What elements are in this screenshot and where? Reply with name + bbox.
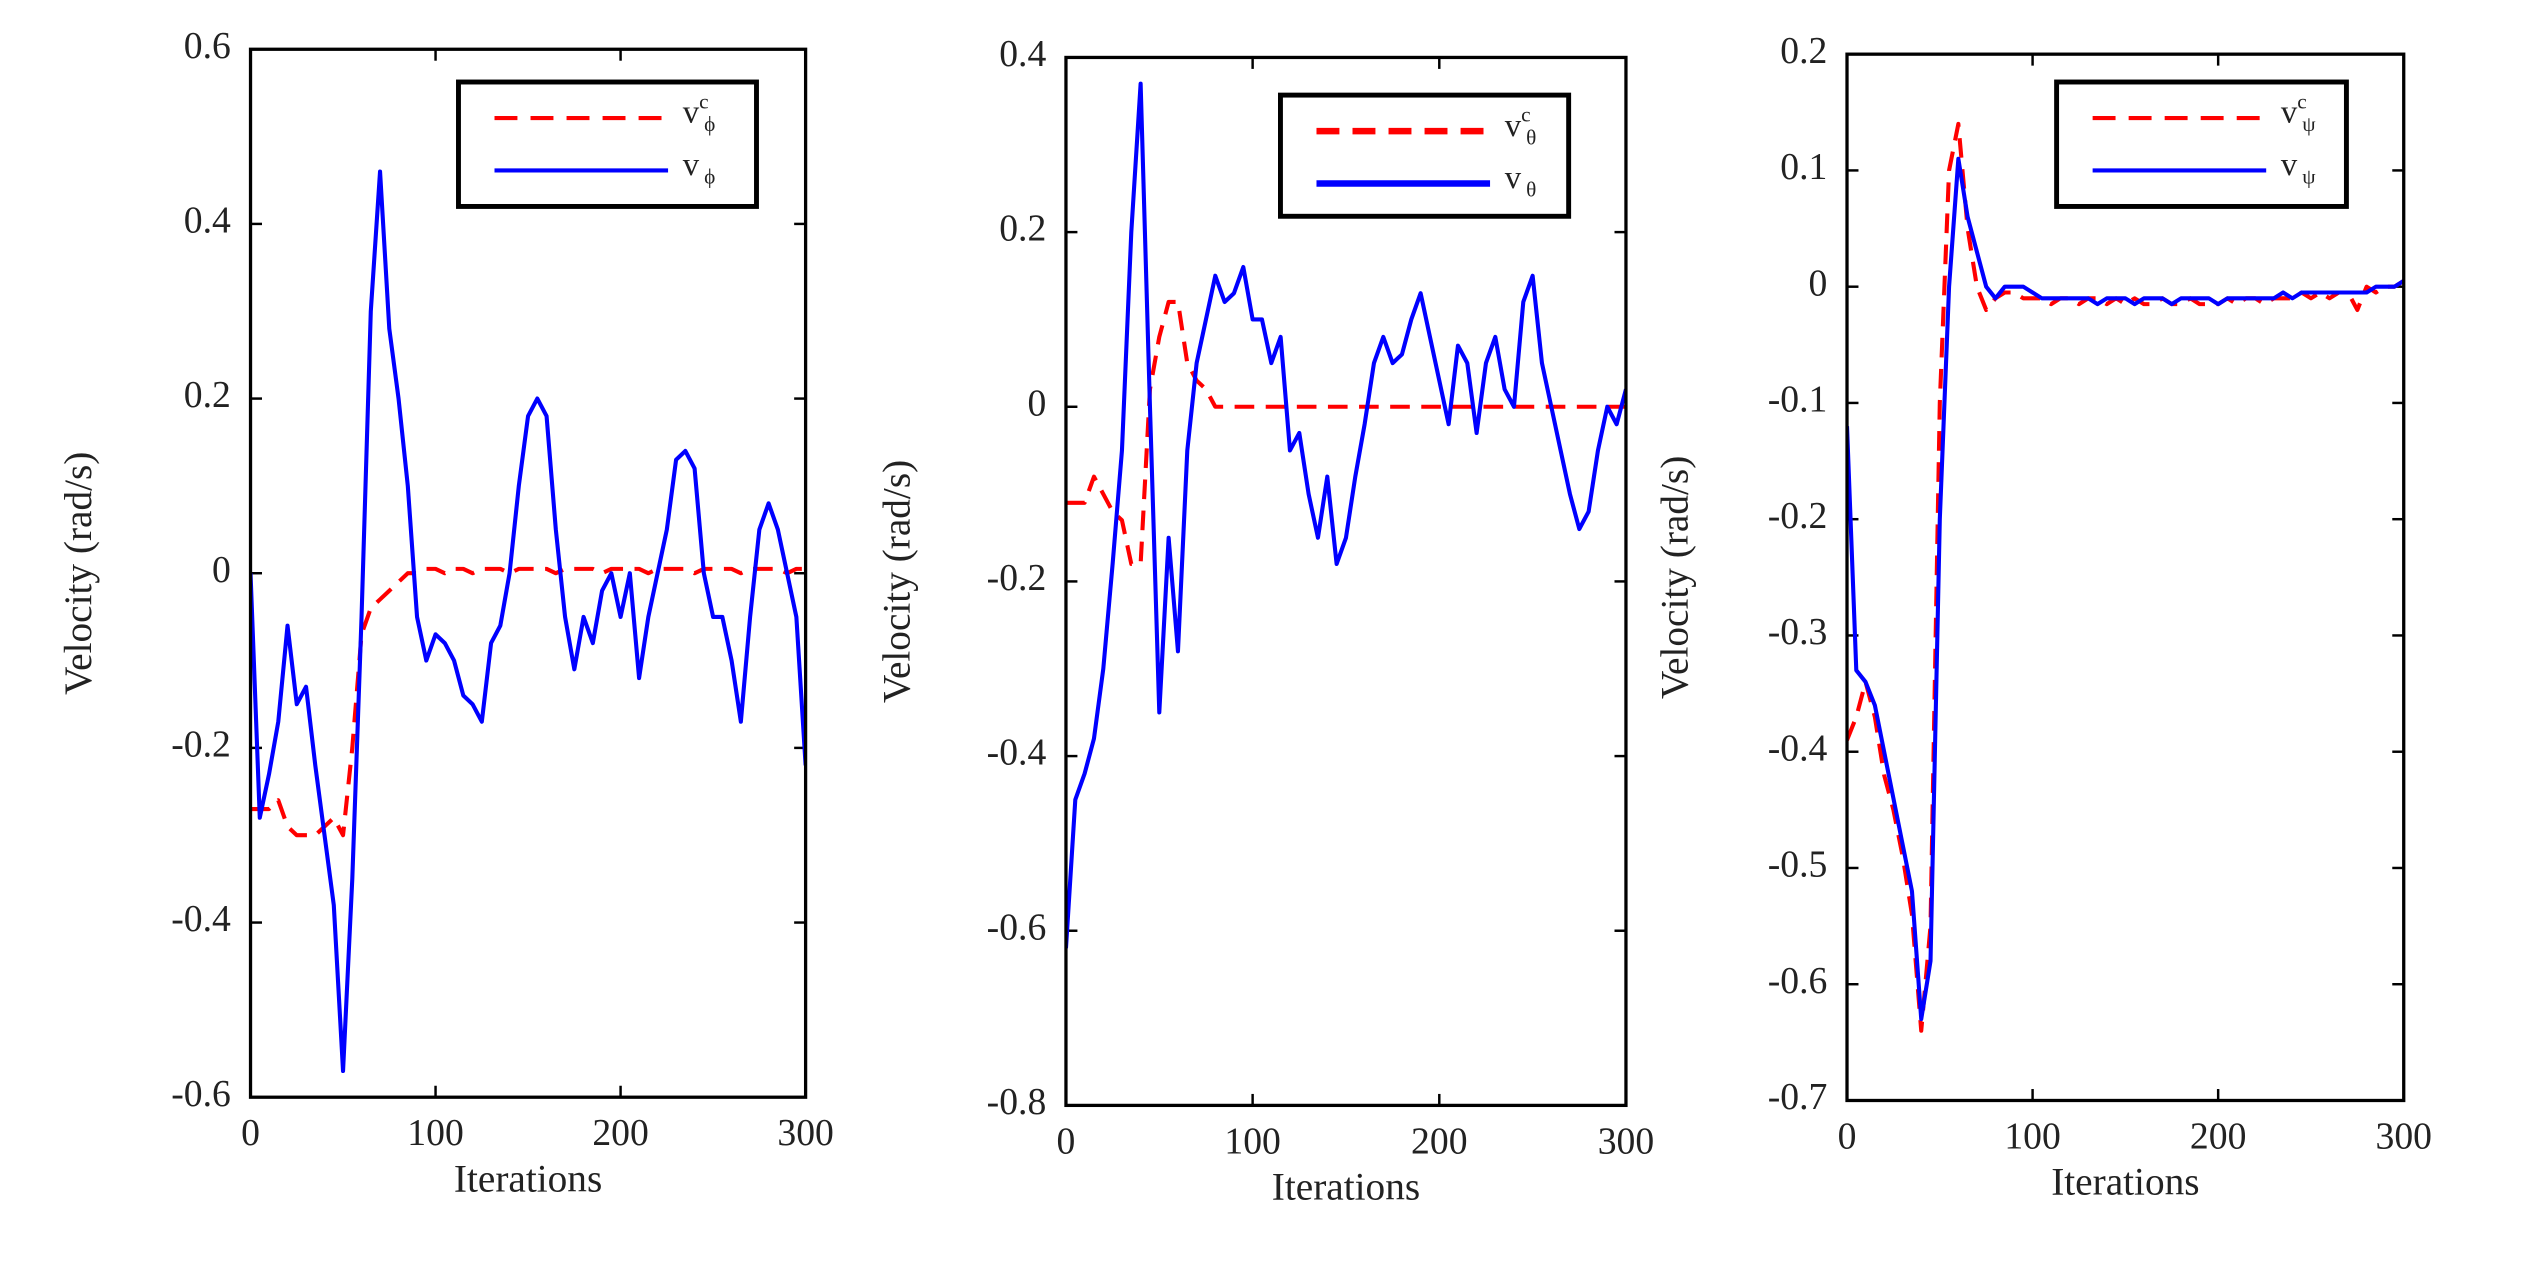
y-tick-label: -0.6 <box>1768 960 1828 1002</box>
legend-name: v <box>683 147 700 183</box>
y-tick-label: -0.4 <box>1768 727 1828 769</box>
series-line <box>250 169 806 1074</box>
plot-area: -0.6 -0.4 -0.2 0 0.2 0.4 0.6 0 100 200 300 Iteratio… <box>57 25 834 1200</box>
y-tick-label: 0.6 <box>184 25 231 67</box>
series-line <box>1065 81 1626 949</box>
legend-label: vc θ <box>1505 102 1536 149</box>
legend-box <box>2054 79 2349 209</box>
x-axis-label: Iterations <box>454 1157 602 1200</box>
legend-sub: θ <box>1526 178 1536 202</box>
y-tick-label: -0.8 <box>987 1081 1047 1123</box>
y-tick-label: 0.4 <box>999 33 1046 75</box>
legend-sub: ψ <box>2302 112 2316 136</box>
y-tick-label: -0.4 <box>171 898 231 940</box>
legend: vc θv θ <box>1278 92 1572 219</box>
legend-name: v <box>2281 94 2298 130</box>
y-tick-label: 0.2 <box>1780 30 1827 72</box>
axes-frame <box>248 47 808 1099</box>
axes-frame <box>1845 52 2406 1103</box>
y-tick-label: 0.2 <box>184 374 231 416</box>
legend-name: v <box>2281 147 2298 183</box>
y-tick-label: 0 <box>212 549 231 591</box>
legend: vc ψv ψ <box>2054 79 2349 209</box>
legend-box <box>456 79 759 209</box>
x-tick-label: 300 <box>777 1112 833 1154</box>
x-tick-label: 100 <box>1224 1120 1280 1162</box>
y-tick-label: -0.2 <box>1768 495 1828 537</box>
x-tick-label: 0 <box>1057 1120 1076 1162</box>
legend-label: vc ψ <box>2281 89 2316 136</box>
legend-sup: c <box>2297 89 2306 113</box>
legend-name: v <box>1505 160 1522 196</box>
x-tick-label: 200 <box>1411 1120 1467 1162</box>
y-tick-label: 0.1 <box>1780 146 1827 188</box>
legend-sup: c <box>699 89 708 113</box>
y-tick-label: 0 <box>1027 382 1046 424</box>
y-tick-label: 0.4 <box>184 200 231 242</box>
legend-sub: ϕ <box>704 112 715 136</box>
legend-sub: θ <box>1526 125 1536 149</box>
series-line <box>1847 121 2404 1033</box>
x-tick-label: 300 <box>1598 1120 1654 1162</box>
series-line <box>1065 299 1626 566</box>
series-line <box>1847 156 2404 1022</box>
x-tick-label: 0 <box>241 1112 260 1154</box>
x-axis-label: Iterations <box>1272 1166 1420 1209</box>
legend-sub: ϕ <box>704 165 715 189</box>
legend-name: v <box>683 94 700 130</box>
legend: vc ϕv ϕ <box>456 79 759 209</box>
x-tick-label: 100 <box>2004 1115 2060 1157</box>
y-tick-label: 0 <box>1809 262 1828 304</box>
legend-sub: ψ <box>2302 165 2316 189</box>
y-axis-label: Velocity (rad/s) <box>1653 456 1696 699</box>
legend-name: v <box>1505 107 1522 143</box>
y-tick-label: -0.2 <box>171 724 231 766</box>
plot-area: -0.7 -0.6 -0.5 -0.4 -0.3 -0.2 -0.1 0 0.1 0.2 0 100 2… <box>1653 30 2432 1204</box>
y-tick-label: -0.6 <box>987 906 1047 948</box>
y-axis-label: Velocity (rad/s) <box>57 452 100 695</box>
y-tick-label: 0.2 <box>999 208 1046 250</box>
x-tick-label: 200 <box>2190 1115 2246 1157</box>
x-tick-label: 0 <box>1838 1115 1857 1157</box>
y-tick-label: -0.2 <box>987 557 1047 599</box>
legend-sup: c <box>1521 102 1530 126</box>
y-tick-label: -0.6 <box>171 1073 231 1115</box>
x-tick-label: 300 <box>2375 1115 2431 1157</box>
y-tick-label: -0.1 <box>1768 379 1828 421</box>
series-line <box>250 566 806 838</box>
y-tick-label: -0.3 <box>1768 611 1828 653</box>
y-tick-label: -0.7 <box>1768 1076 1828 1118</box>
x-tick-label: 100 <box>407 1112 463 1154</box>
y-axis-label: Velocity (rad/s) <box>876 460 919 703</box>
y-tick-label: -0.4 <box>987 732 1047 774</box>
axes-frame <box>1064 55 1628 1108</box>
legend-label: vc ϕ <box>683 89 715 136</box>
legend-box <box>1278 92 1572 219</box>
y-tick-label: -0.5 <box>1768 844 1828 886</box>
plot-area: -0.8 -0.6 -0.4 -0.2 0 0.2 0.4 0 100 200 300 Iterati… <box>876 33 1655 1208</box>
x-tick-label: 200 <box>592 1112 648 1154</box>
x-axis-label: Iterations <box>2051 1161 2199 1204</box>
